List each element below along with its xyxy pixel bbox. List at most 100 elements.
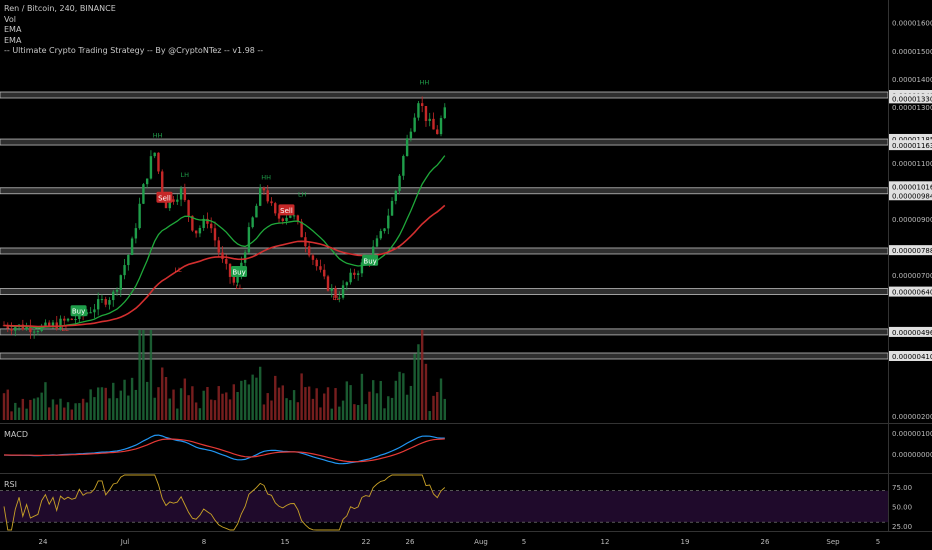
volume-bar [66,402,70,420]
candle-body [402,156,405,176]
volume-bar [108,398,111,420]
candle-body [432,118,435,130]
volume-bar [243,379,247,420]
ema-label-2: EMA [4,35,22,45]
volume-bar [424,363,428,420]
volume-bar [145,381,149,420]
volume-bar [213,400,217,420]
candle-body [349,272,352,283]
volume-bar [274,375,277,420]
macd-tick-label: 0.00000100 [892,430,932,438]
time-tick-label: Sep [826,538,840,546]
candle-body [63,318,66,321]
candle-body [89,312,92,314]
volume-bar [251,374,254,420]
level-label-box [889,326,932,337]
time-tick-label: 19 [681,538,690,546]
volume-bar [85,402,89,420]
candle-body [398,175,401,191]
candle-body [228,263,232,277]
volume-bar [44,382,47,420]
candle-body [194,230,198,234]
signal-box [278,204,295,216]
time-tick-label: 5 [522,538,526,546]
volume-bar [255,377,258,420]
candle-body [285,217,288,222]
price-tick-label: 0.00000200 [892,413,932,421]
rsi-tick-label: 50.00 [892,503,912,511]
volume-bar [349,385,352,420]
candle-body [202,218,205,228]
volume-bar [334,388,337,420]
time-tick-label: Jul [120,538,130,546]
volume-bar [17,407,21,420]
time-tick-label: 26 [761,538,770,546]
macd-pane[interactable] [3,434,445,465]
signal-box [156,191,173,203]
volume-bar [258,366,262,420]
volume-bar [402,373,405,420]
time-tick-label: 22 [362,538,371,546]
signal-label: Buy [72,308,85,316]
candle-body [115,289,119,292]
volume-bar [326,387,330,420]
resistance-zone [0,352,889,360]
pivot-label: LL [235,283,243,291]
candle-body [48,322,51,327]
resistance-zone [0,328,889,336]
signal-label: Sell [158,194,171,202]
pivot-label: LH [298,190,307,198]
level-label: 0.00000984 [892,192,932,200]
signal-box [231,265,248,277]
volume-bar [292,390,296,420]
candle-body [70,318,74,320]
buy-signal: Buy [362,254,379,266]
pivot-label: LH [181,171,190,179]
pivot-label: LL [174,266,182,274]
level-label-box [889,181,932,192]
volume-bar [307,386,311,420]
candle-body [281,218,284,222]
price-tick-label: 0.00000900 [892,216,932,224]
candle-body [251,217,254,228]
candle-body [85,312,89,315]
candle-body [372,246,375,261]
candle-body [289,215,292,218]
volume-bar [262,404,266,420]
price-tick-label: 0.00001400 [892,76,932,84]
volume-bar [81,398,85,420]
candle-body [315,259,318,267]
price-pane[interactable]: Buy Sell Buy Sell Buy HH LH HH LH HH LL LL LL LL [0,78,889,420]
candle-body [356,273,360,275]
level-label: 0.00000410 [892,353,932,361]
candle-body [100,299,104,301]
sell-signal: Sell [278,204,295,216]
candle-body [142,184,145,204]
volume-bar [89,389,92,420]
candle-body [127,254,130,266]
rsi-tick-label: 75.00 [892,484,912,492]
candle-body [258,187,262,206]
level-label: 0.00001185 [892,136,932,144]
candle-body [307,246,311,256]
candle-body [134,228,138,239]
candle-body [413,117,416,132]
level-label-box [889,93,932,104]
volume-bar [315,388,318,420]
candle-body [66,318,70,321]
volume-bar [157,387,160,420]
candle-body [96,299,100,310]
volume-bar [232,384,236,420]
volume-bar [2,393,6,420]
buy-signal: Buy [231,265,248,277]
macd-tick-label: 0.00000000 [892,451,932,459]
candle-body [176,199,179,202]
candle-body [266,190,269,202]
candle-body [232,276,236,283]
pivot-label: LL [61,325,69,333]
volume-bar [100,387,104,420]
rsi-pane[interactable] [0,474,888,531]
candle-body [439,118,443,135]
volume-bar [394,380,398,420]
